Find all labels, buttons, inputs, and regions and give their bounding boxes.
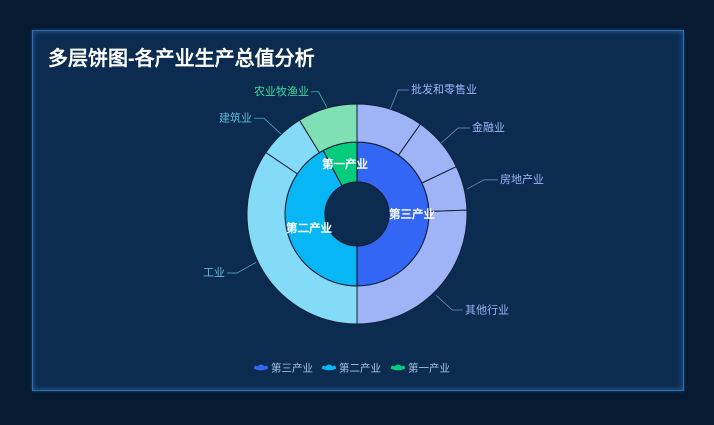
- svg-text:批发和零售业: 批发和零售业: [411, 82, 477, 96]
- svg-text:金融业: 金融业: [472, 120, 505, 134]
- svg-text:房地产业: 房地产业: [500, 172, 544, 186]
- svg-text:第二产业: 第二产业: [286, 221, 332, 235]
- svg-text:其他行业: 其他行业: [465, 304, 509, 317]
- svg-text:建筑业: 建筑业: [219, 111, 252, 125]
- svg-text:第三产业: 第三产业: [389, 207, 435, 221]
- svg-text:第三产业: 第三产业: [271, 362, 313, 375]
- svg-text:第二产业: 第二产业: [339, 362, 381, 375]
- svg-text:工业: 工业: [203, 266, 225, 279]
- svg-text:第一产业: 第一产业: [322, 157, 368, 171]
- svg-text:农业牧渔业: 农业牧渔业: [254, 84, 309, 98]
- svg-text:第一产业: 第一产业: [408, 362, 450, 375]
